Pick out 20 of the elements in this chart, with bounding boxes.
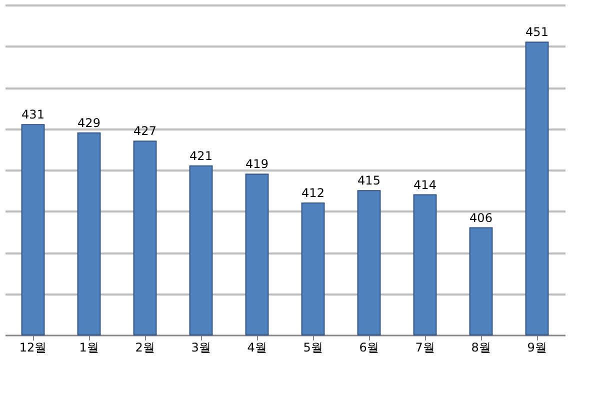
x-tick-label: 3월 — [191, 340, 211, 354]
x-tick-label: 2월 — [135, 340, 155, 354]
data-label: 431 — [22, 108, 44, 122]
x-tick-label: 4월 — [247, 340, 267, 354]
x-tick-label: 8월 — [471, 340, 491, 354]
data-label: 421 — [190, 148, 212, 163]
data-label: 429 — [78, 116, 100, 130]
x-tick-label: 1월 — [79, 340, 99, 354]
data-label: 419 — [246, 157, 268, 172]
x-tick-label: 12월 — [19, 340, 47, 354]
data-label: 415 — [358, 174, 380, 188]
x-tick-label: 6월 — [359, 340, 379, 354]
data-label: 427 — [134, 124, 156, 138]
data-label: 406 — [470, 210, 492, 225]
x-tick-label: 7월 — [415, 340, 435, 354]
x-tick-label: 5월 — [303, 340, 323, 354]
data-label: 414 — [414, 178, 436, 192]
data-label: 412 — [302, 186, 324, 200]
data-label: 451 — [526, 25, 548, 40]
x-tick-label: 9월 — [527, 340, 547, 354]
